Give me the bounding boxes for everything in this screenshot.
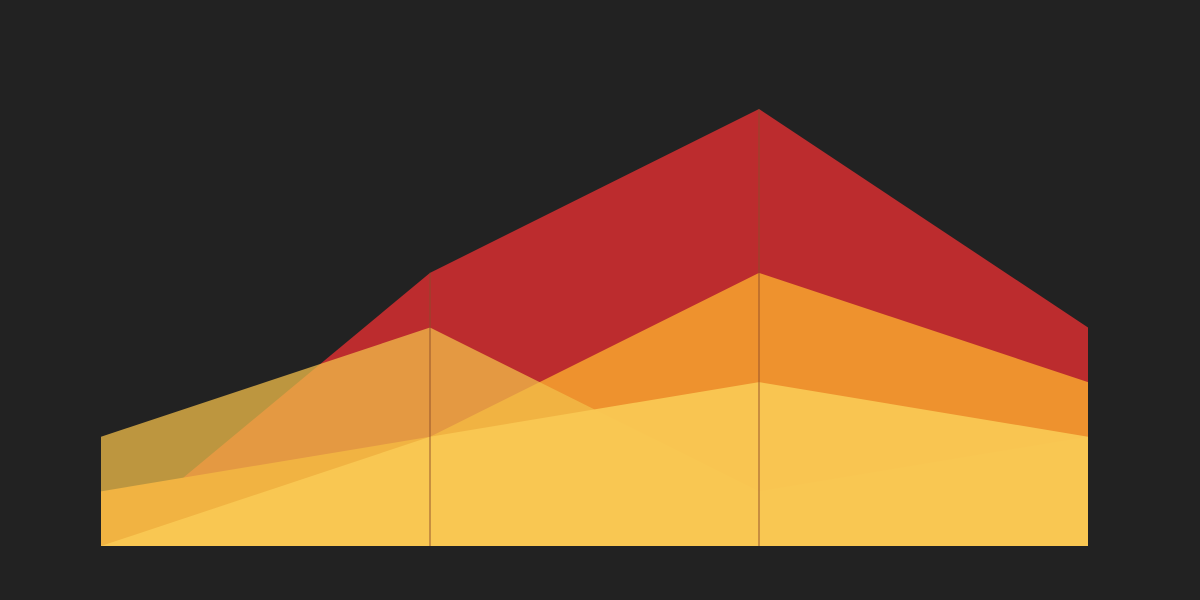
series-areas: [101, 109, 1088, 546]
category-dividers: [429, 109, 760, 546]
area-series-4: [101, 382, 1088, 546]
